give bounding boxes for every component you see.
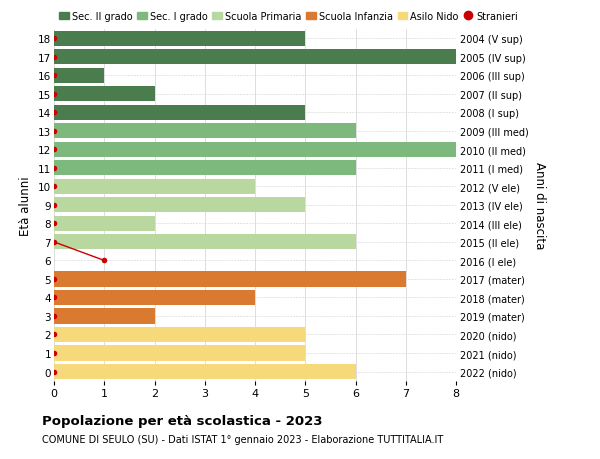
Bar	[54, 235, 355, 250]
Y-axis label: Anni di nascita: Anni di nascita	[533, 162, 545, 249]
Bar	[54, 106, 305, 121]
Bar	[54, 272, 406, 287]
Bar	[54, 32, 305, 47]
Bar	[54, 327, 305, 342]
Text: COMUNE DI SEULO (SU) - Dati ISTAT 1° gennaio 2023 - Elaborazione TUTTITALIA.IT: COMUNE DI SEULO (SU) - Dati ISTAT 1° gen…	[42, 434, 443, 443]
Bar	[54, 142, 456, 157]
Bar	[54, 309, 155, 324]
Bar	[54, 68, 104, 84]
Bar	[54, 364, 355, 379]
Bar	[54, 50, 456, 65]
Bar	[54, 198, 305, 213]
Bar	[54, 87, 155, 102]
Bar	[54, 216, 155, 231]
Bar	[54, 290, 255, 305]
Text: Popolazione per età scolastica - 2023: Popolazione per età scolastica - 2023	[42, 414, 323, 428]
Y-axis label: Età alunni: Età alunni	[19, 176, 32, 235]
Bar	[54, 161, 355, 176]
Bar	[54, 179, 255, 195]
Bar	[54, 346, 305, 361]
Bar	[54, 124, 355, 139]
Legend: Sec. II grado, Sec. I grado, Scuola Primaria, Scuola Infanzia, Asilo Nido, Stran: Sec. II grado, Sec. I grado, Scuola Prim…	[59, 11, 518, 22]
